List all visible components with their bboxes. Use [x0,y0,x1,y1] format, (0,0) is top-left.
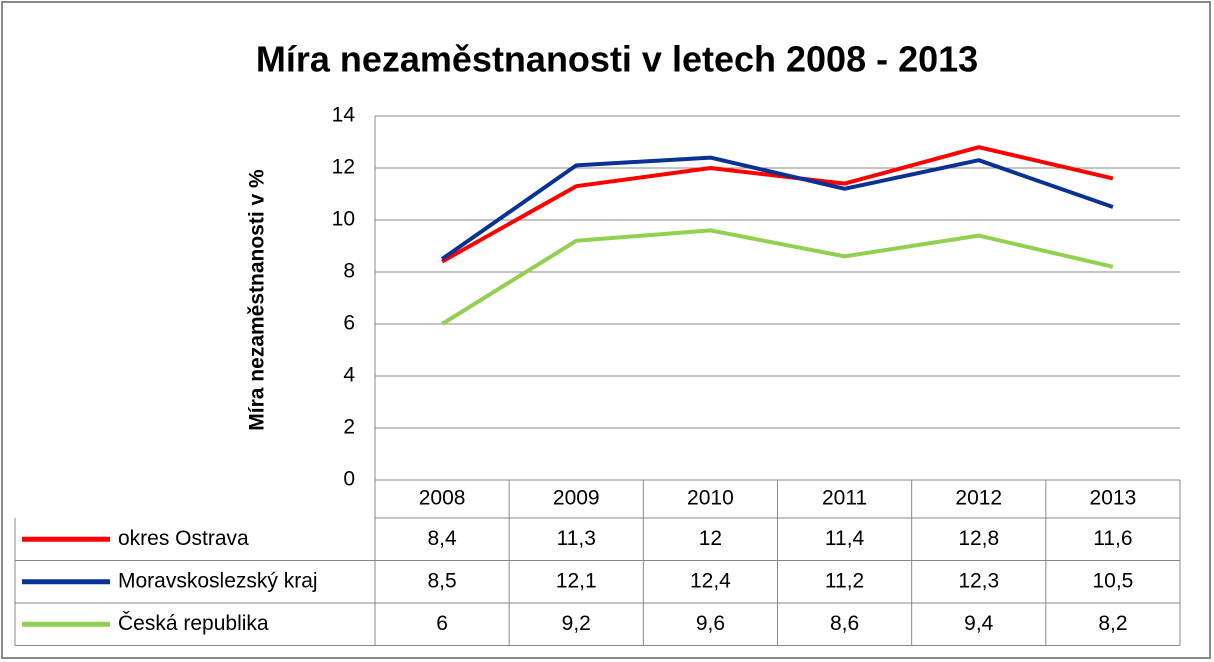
table-value: 11,3 [557,527,596,550]
table-value: 10,5 [1092,569,1133,592]
table-value: 8,4 [427,527,457,550]
series-line [441,228,1114,326]
x-tick-label: 2010 [687,487,734,510]
legend-label: Moravskoslezský kraj [118,569,318,592]
table-value: 9,2 [562,612,591,635]
x-tick-label: 2008 [419,487,466,510]
table-value: 9,4 [964,612,994,635]
x-tick-label: 2009 [553,487,600,510]
table-value: 11,2 [825,569,864,592]
x-tick-label: 2012 [955,487,1002,510]
table-value: 12,1 [556,569,597,592]
table-value: 11,4 [825,527,865,550]
table-value: 9,6 [696,612,725,635]
table-value: 8,2 [1098,612,1127,635]
legend-label: Česká republika [118,612,269,635]
y-tick-label: 12 [332,156,355,179]
table-value: 6 [436,612,448,635]
table-value: 8,6 [830,612,859,635]
legend-label: okres Ostrava [118,527,249,550]
table-value: 12 [699,527,722,550]
y-tick-label: 8 [343,260,355,283]
y-axis-label: Míra nezaměstnanosti v % [246,169,269,431]
y-tick-label: 14 [332,104,356,127]
series-line [441,145,1114,264]
series-line [440,155,1114,261]
y-tick-label: 10 [332,208,355,231]
y-tick-label: 2 [343,416,355,439]
x-tick-label: 2011 [822,487,867,510]
table-value: 12,4 [690,569,731,592]
y-tick-label: 0 [343,468,355,491]
table-value: 11,6 [1093,527,1132,550]
x-tick-label: 2013 [1090,487,1137,510]
y-tick-label: 6 [343,312,355,335]
table-value: 8,5 [427,569,456,592]
chart-title: Míra nezaměstnanosti v letech 2008 - 201… [256,39,978,80]
table-value: 12,3 [958,569,999,592]
y-tick-label: 4 [343,364,355,387]
table-value: 12,8 [958,527,999,550]
